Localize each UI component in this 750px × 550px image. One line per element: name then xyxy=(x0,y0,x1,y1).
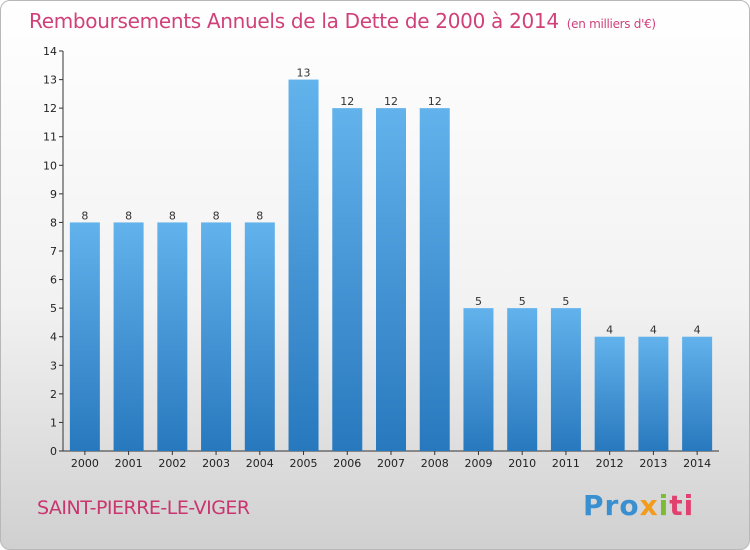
x-tick-label: 2002 xyxy=(158,457,186,470)
data-label: 4 xyxy=(606,324,613,337)
x-tick-label: 2011 xyxy=(552,457,580,470)
y-tick-label: 4 xyxy=(50,331,57,344)
bar xyxy=(682,336,713,451)
x-tick-label: 2003 xyxy=(202,457,230,470)
data-label: 5 xyxy=(519,295,526,308)
x-tick-label: 2005 xyxy=(290,457,318,470)
bar xyxy=(332,108,363,452)
x-tick-label: 2006 xyxy=(333,457,361,470)
x-tick-label: 2004 xyxy=(246,457,274,470)
bar xyxy=(507,308,538,451)
bar xyxy=(419,108,450,452)
y-tick-label: 2 xyxy=(50,388,57,401)
y-tick-label: 14 xyxy=(43,45,57,58)
data-label: 13 xyxy=(297,67,311,80)
bars xyxy=(69,79,713,452)
bar xyxy=(638,336,669,451)
data-label: 4 xyxy=(650,324,657,337)
x-tick-label: 2012 xyxy=(596,457,624,470)
bar xyxy=(113,222,144,451)
brand-logo: Proxiti xyxy=(583,489,695,522)
bar xyxy=(201,222,232,451)
bar xyxy=(288,79,319,452)
x-tick-label: 2014 xyxy=(683,457,711,470)
y-tick-label: 13 xyxy=(43,74,57,87)
labels: 0123456789101112131482000820018200282003… xyxy=(43,45,711,470)
bar xyxy=(594,336,625,451)
x-tick-label: 2001 xyxy=(115,457,143,470)
bar xyxy=(244,222,275,451)
y-tick-label: 11 xyxy=(43,131,57,144)
data-label: 8 xyxy=(169,209,176,222)
chart-unit: (en milliers d'€) xyxy=(566,17,656,31)
chart-title: Remboursements Annuels de la Dette de 20… xyxy=(29,9,656,33)
y-tick-label: 6 xyxy=(50,274,57,287)
y-tick-label: 1 xyxy=(50,416,57,429)
data-label: 8 xyxy=(213,209,220,222)
x-tick-label: 2010 xyxy=(508,457,536,470)
y-tick-label: 12 xyxy=(43,102,57,115)
data-label: 8 xyxy=(81,209,88,222)
y-tick-label: 8 xyxy=(50,216,57,229)
x-tick-label: 2013 xyxy=(639,457,667,470)
x-tick-label: 2008 xyxy=(421,457,449,470)
chart-title-text: Remboursements Annuels de la Dette de 20… xyxy=(29,9,559,33)
x-tick-label: 2009 xyxy=(464,457,492,470)
data-label: 8 xyxy=(125,209,132,222)
y-tick-label: 5 xyxy=(50,302,57,315)
bar xyxy=(157,222,188,451)
y-tick-label: 7 xyxy=(50,245,57,258)
y-tick-label: 0 xyxy=(50,445,57,458)
y-tick-label: 9 xyxy=(50,188,57,201)
data-label: 5 xyxy=(562,295,569,308)
data-label: 12 xyxy=(340,95,354,108)
y-tick-label: 3 xyxy=(50,359,57,372)
data-label: 12 xyxy=(384,95,398,108)
data-label: 12 xyxy=(428,95,442,108)
commune-name: SAINT-PIERRE-LE-VIGER xyxy=(37,497,250,519)
bar xyxy=(550,308,581,451)
data-label: 8 xyxy=(256,209,263,222)
data-label: 4 xyxy=(694,324,701,337)
x-tick-label: 2000 xyxy=(71,457,99,470)
bar xyxy=(463,308,494,451)
x-tick-label: 2007 xyxy=(377,457,405,470)
bar xyxy=(376,108,406,452)
data-label: 5 xyxy=(475,295,482,308)
bar xyxy=(69,222,100,451)
y-tick-label: 10 xyxy=(43,159,57,172)
